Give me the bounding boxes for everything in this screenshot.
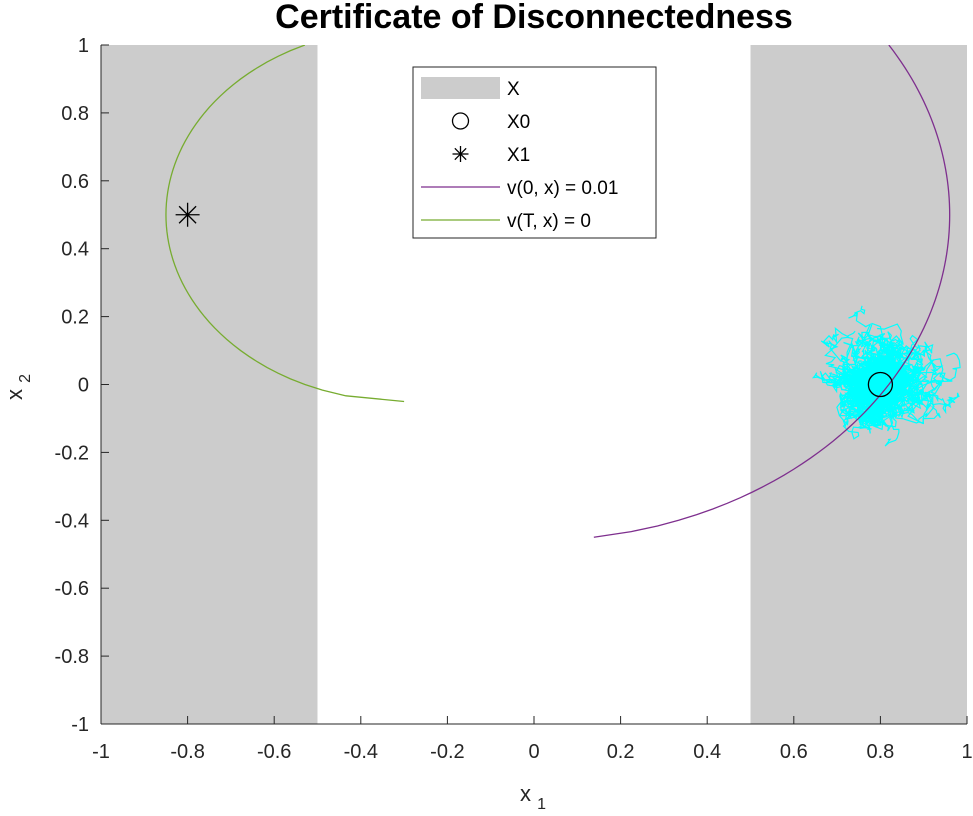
chart-title: Certificate of Disconnectedness bbox=[275, 0, 793, 36]
curve-0 bbox=[593, 45, 951, 538]
x-tick-label: -1 bbox=[92, 741, 110, 763]
legend-label: v(0, x) = 0.01 bbox=[507, 178, 618, 199]
x-axis-label: x 1 bbox=[520, 781, 546, 813]
y-tick-label: -1 bbox=[71, 714, 89, 736]
asterisk-stroke bbox=[178, 205, 197, 224]
y-tick-label: 0.6 bbox=[61, 171, 89, 193]
legend-label: X bbox=[507, 79, 520, 100]
y-tick-label: 0.2 bbox=[61, 307, 89, 329]
y-axis-label-sub: 2 bbox=[17, 374, 34, 383]
asterisk-stroke bbox=[454, 147, 467, 161]
x-axis-label-sub: 1 bbox=[537, 796, 546, 813]
x-tick-label: -0.4 bbox=[344, 741, 378, 763]
y-tick-label: 0 bbox=[78, 375, 89, 397]
axes: -1 -0.8 -0.6 -0.4 -0.2 0 0.2 0.4 0.6 0.8 1 1 0.8 0.6 0… bbox=[55, 35, 973, 763]
y-axis-label: x 2 bbox=[2, 374, 34, 400]
trajectory-51 bbox=[860, 322, 889, 385]
y-tick-label: 0.4 bbox=[61, 239, 89, 261]
legend-label: X1 bbox=[507, 145, 530, 166]
legend-circle bbox=[451, 112, 470, 130]
x-tick-label: 1 bbox=[961, 741, 972, 763]
y-tick-label: 0.8 bbox=[61, 103, 89, 125]
legend-label: X0 bbox=[507, 112, 530, 133]
legend-asterisk bbox=[452, 146, 469, 162]
point-markers bbox=[175, 202, 894, 398]
trajectory-69 bbox=[857, 367, 906, 400]
x-tick-label: 0.2 bbox=[607, 741, 635, 763]
curve-1 bbox=[165, 45, 405, 403]
y-tick-label: 1 bbox=[78, 35, 89, 57]
trajectory-cloud bbox=[811, 305, 961, 447]
x-tick-label: 0.4 bbox=[693, 741, 721, 763]
marker-X1 bbox=[175, 202, 200, 227]
y-axis-label-main: x bbox=[2, 389, 27, 400]
y-tick-label: -0.8 bbox=[55, 646, 89, 668]
trajectory-66 bbox=[875, 380, 906, 417]
marker-X0 bbox=[867, 371, 894, 398]
legend-label: v(T, x) = 0 bbox=[507, 211, 591, 232]
level-curves bbox=[165, 45, 951, 538]
trajectory-68 bbox=[848, 305, 881, 385]
trajectory-21 bbox=[876, 352, 961, 428]
legend: X X0 X1 v(0, x) = 0.01 v(T, x) = 0 bbox=[412, 66, 657, 239]
x-tick-label: 0.8 bbox=[866, 741, 894, 763]
x-tick-label: -0.6 bbox=[257, 741, 291, 763]
y-tick-label: -0.4 bbox=[55, 510, 89, 532]
x-tick-label: 0.6 bbox=[780, 741, 808, 763]
legend-patch bbox=[421, 77, 500, 99]
x-tick-label: -0.2 bbox=[430, 741, 464, 763]
x-tick-label: -0.8 bbox=[170, 741, 204, 763]
x-tick-label: 0 bbox=[528, 741, 539, 763]
x-axis-label-main: x bbox=[520, 781, 531, 806]
y-tick-label: -0.2 bbox=[55, 442, 89, 464]
trajectory-67 bbox=[872, 338, 915, 392]
region-x-0 bbox=[101, 45, 318, 724]
y-tick-label: -0.6 bbox=[55, 578, 89, 600]
